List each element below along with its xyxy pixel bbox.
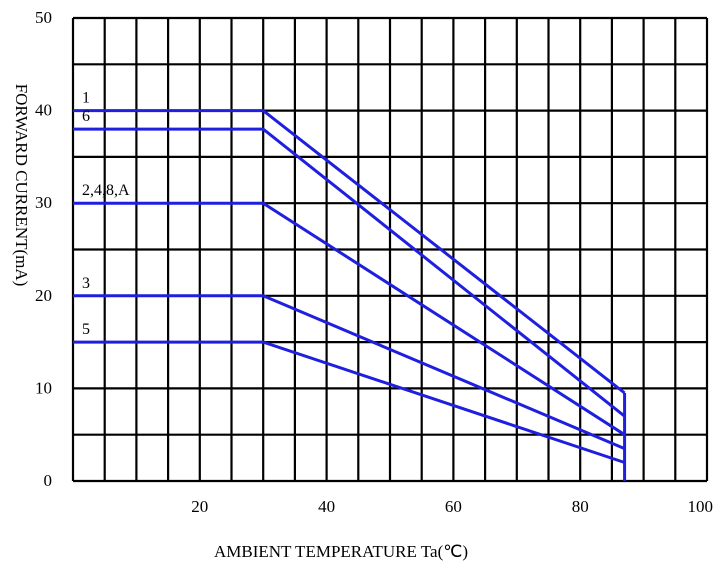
y-axis-title: FORWARD CURRENT(mA)	[12, 84, 31, 287]
y-tick-label: 30	[35, 193, 52, 212]
series-label: 3	[82, 275, 90, 292]
x-tick-label: 60	[445, 497, 462, 516]
series-line	[73, 127, 626, 418]
x-tick-label: 40	[318, 497, 335, 516]
y-tick-label: 0	[44, 471, 53, 490]
series-label: 1	[82, 90, 90, 107]
chart-grid	[71, 16, 709, 483]
series-line	[73, 340, 626, 464]
x-tick-label: 80	[572, 497, 589, 516]
series-label: 5	[82, 321, 90, 338]
y-tick-label: 50	[35, 8, 52, 27]
series-label: 2,4,8,A	[82, 182, 130, 199]
series-line	[73, 109, 626, 395]
y-tick-label: 20	[35, 286, 52, 305]
x-axis-ticks: 20 40 60 80 100	[191, 497, 713, 516]
y-tick-label: 40	[35, 101, 52, 120]
series-line	[73, 201, 626, 436]
x-axis-title: AMBIENT TEMPERATURE Ta(℃)	[214, 542, 468, 561]
y-axis-ticks: 0 10 20 30 40 50	[35, 8, 52, 490]
chart-series	[73, 109, 627, 481]
x-tick-label: 20	[191, 497, 208, 516]
series-line	[73, 294, 626, 450]
series-label: 6	[82, 108, 90, 125]
series-labels: 16 2,4,8,A 3 5	[82, 90, 130, 339]
y-tick-label: 10	[35, 378, 52, 397]
x-tick-label: 100	[688, 497, 714, 516]
